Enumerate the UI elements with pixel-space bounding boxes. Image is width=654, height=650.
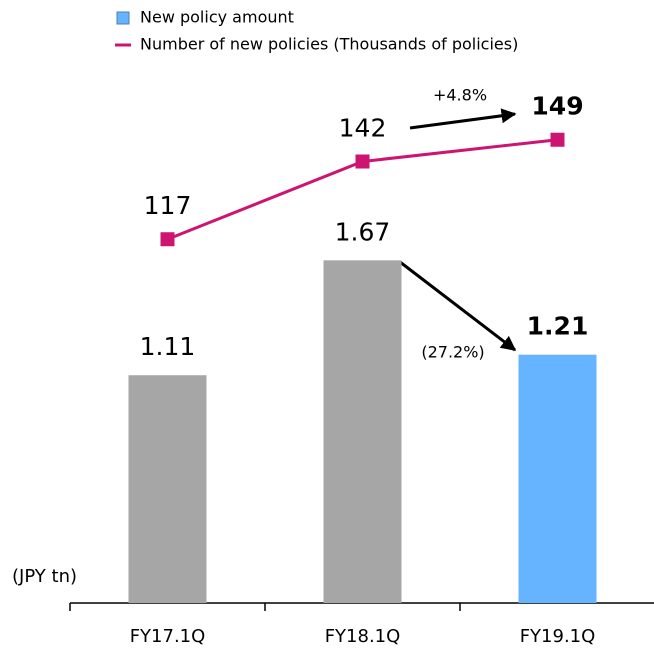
annotation: (27.2%) xyxy=(421,343,484,362)
annotation: +4.8% xyxy=(433,86,487,105)
line-marker xyxy=(355,154,370,169)
bar xyxy=(128,375,207,603)
bar xyxy=(518,354,597,603)
legend-swatch xyxy=(116,11,130,25)
growth-arrow xyxy=(409,108,517,130)
bar xyxy=(323,260,402,603)
data-label: 1.67 xyxy=(335,217,391,246)
data-label: 1.11 xyxy=(140,332,196,361)
x-tick-label: FY19.1Q xyxy=(520,626,596,647)
x-tick-label: FY17.1Q xyxy=(130,626,206,647)
legend-label: Number of new policies (Thousands of pol… xyxy=(140,35,518,54)
line-marker xyxy=(550,132,565,147)
x-tick-label: FY18.1Q xyxy=(325,626,401,647)
line-marker xyxy=(160,232,175,247)
data-label: 1.21 xyxy=(527,312,589,341)
data-label: 142 xyxy=(339,114,387,143)
legend-label: New policy amount xyxy=(140,8,294,27)
data-label: 149 xyxy=(531,92,583,121)
unit-label: (JPY tn) xyxy=(12,566,77,587)
data-label: 117 xyxy=(144,191,192,220)
decline-arrow xyxy=(399,260,517,352)
